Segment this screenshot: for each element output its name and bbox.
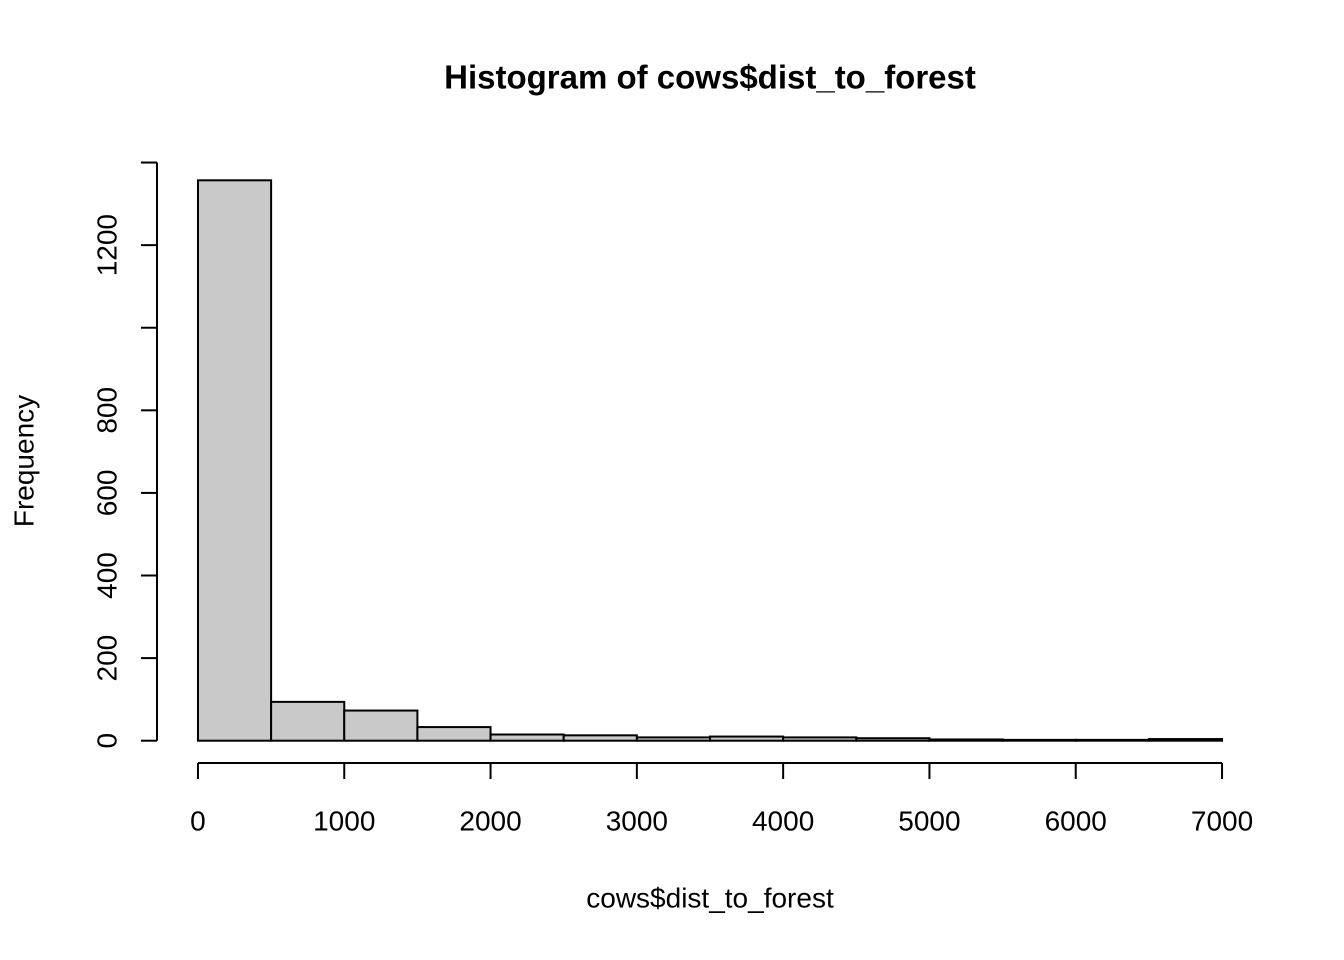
x-axis-label: cows$dist_to_forest [586,882,834,913]
y-axis-label: Frequency [8,395,39,527]
y-tick-label: 1200 [91,214,122,276]
bar [196,179,273,742]
x-tick-label: 7000 [1191,805,1253,836]
y-tick-label: 200 [91,635,122,682]
y-tick-label: 400 [91,552,122,599]
x-tick-label: 0 [190,805,206,836]
bar [1074,738,1150,742]
x-tick-label: 1000 [313,805,375,836]
bar [270,700,346,742]
bar [635,736,712,742]
bar [782,736,858,742]
bar [1147,738,1224,742]
bar [416,726,492,742]
x-tick-label: 6000 [1045,805,1107,836]
bar [928,738,1004,742]
bar [489,733,565,742]
y-tick-label: 600 [91,470,122,517]
x-tick-label: 5000 [898,805,960,836]
x-tick-label: 3000 [606,805,668,836]
bar [709,735,785,742]
chart-title: Histogram of cows$dist_to_forest [444,59,976,96]
y-tick-label: 0 [91,733,122,749]
bar [1001,738,1077,742]
y-tick-label: 800 [91,387,122,434]
x-tick-label: 4000 [752,805,814,836]
bar [855,737,931,742]
bar [343,709,419,742]
bar [562,734,638,742]
x-tick-label: 2000 [459,805,521,836]
